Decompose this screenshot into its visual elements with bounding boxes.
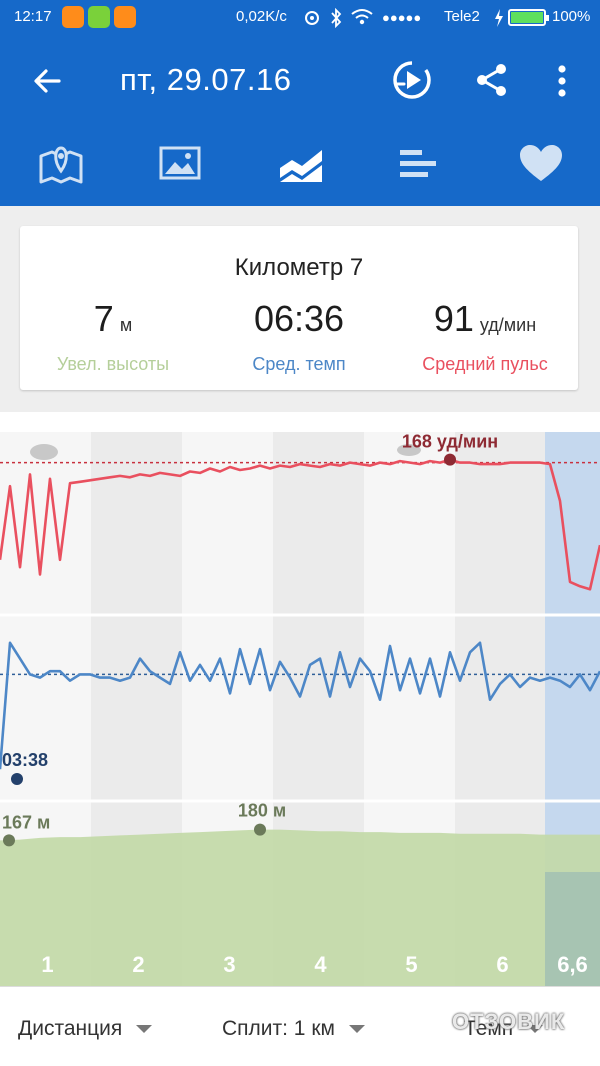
more-menu-icon[interactable] — [552, 64, 572, 98]
bluetooth-icon — [331, 8, 342, 28]
km-title: Километр 7 — [234, 254, 364, 281]
elevation-start-label: 167 м — [2, 812, 50, 832]
status-time: 12:17 — [14, 8, 52, 25]
bottom-bar: Дистанция Сплит: 1 км Темп ОТЗОВИК — [0, 986, 600, 1066]
chevron-down-icon — [348, 1025, 365, 1034]
x-axis-label: 1 — [41, 952, 53, 977]
distance-dropdown[interactable]: Дистанция — [18, 1017, 153, 1041]
play-replay-icon[interactable] — [390, 58, 434, 102]
elevation-unit: м — [119, 315, 133, 335]
sync-icon — [305, 11, 319, 25]
distance-dropdown-label: Дистанция — [18, 1017, 123, 1040]
x-axis-label: 2 — [132, 952, 144, 977]
back-arrow-icon[interactable] — [32, 66, 62, 96]
pace-best-label: 03:38 — [2, 750, 48, 770]
heart-rate-metric: 91 уд/мин Средний пульс — [392, 298, 578, 375]
pace-line — [0, 641, 600, 770]
x-axis-label: 3 — [223, 952, 235, 977]
tab-photos[interactable] — [120, 130, 240, 206]
heart-icon — [520, 145, 562, 181]
pace-value: 06:36 — [253, 298, 345, 339]
elevation-peak-label: 180 м — [238, 801, 286, 821]
split-dropdown[interactable]: Сплит: 1 км — [222, 1017, 365, 1041]
photo-icon — [159, 146, 201, 180]
x-axis-label: 6,6 — [557, 952, 588, 977]
pace-label: Сред. темп — [252, 354, 346, 374]
x-axis-label: 4 — [314, 952, 327, 977]
charging-icon — [495, 9, 503, 27]
app-bar: пт, 29.07.16 — [0, 34, 600, 302]
tab-charts[interactable] — [240, 130, 360, 206]
pace-metric: 06:36 Сред. темп — [206, 298, 392, 375]
tab-bar — [0, 130, 600, 302]
elevation-start-point — [3, 834, 15, 847]
watermark-logo: ОТЗОВИК — [452, 1009, 566, 1034]
tab-favorite[interactable] — [480, 130, 600, 206]
pace-dropdown-label: Темп — [464, 1017, 514, 1040]
chart-icon — [280, 150, 322, 182]
bars-icon — [400, 150, 436, 177]
battery-percent: 100% — [552, 8, 591, 25]
pace-dropdown[interactable]: Темп — [464, 1017, 544, 1041]
android-icon — [88, 6, 110, 28]
network-speed: 0,02K/c — [236, 8, 287, 25]
map-icon — [39, 146, 83, 184]
pace-best-point — [11, 773, 23, 785]
battery-icon — [508, 9, 549, 26]
elevation-area — [0, 829, 600, 986]
status-bar: 12:17 0,02K/c ●●●●● Tele2 100% — [0, 0, 600, 34]
tab-map[interactable] — [0, 130, 120, 206]
x-axis-label: 5 — [405, 952, 417, 977]
chevron-down-icon — [527, 1025, 544, 1034]
heart-rate-max-point — [444, 453, 456, 466]
share-icon[interactable] — [474, 62, 510, 98]
elevation-highlight-overlay — [545, 872, 600, 986]
tab-splits[interactable] — [360, 130, 480, 206]
heart-rate-value: 91 — [433, 298, 474, 339]
turtle-icon — [30, 444, 58, 460]
elevation-peak-point — [254, 823, 266, 836]
run-chart[interactable]: 168 уд/мин 03:38 167 м 180 м 1 2 3 4 5 6 6,6 — [0, 412, 600, 986]
x-axis-label: 6 — [496, 952, 508, 977]
heart-rate-line — [0, 458, 600, 591]
rabbit-icon — [397, 444, 421, 456]
split-dropdown-label: Сплит: 1 км — [222, 1017, 335, 1040]
heart-rate-max-label: 168 уд/мин — [402, 432, 498, 452]
elevation-label: Увел. высоты — [56, 354, 170, 374]
chevron-down-icon — [136, 1025, 153, 1034]
notification-icon — [114, 6, 136, 28]
chart-area[interactable]: 168 уд/мин 03:38 167 м 180 м 1 2 3 4 5 6 6,6 — [0, 412, 600, 986]
wifi-icon — [351, 9, 373, 25]
signal-dots: ●●●●● — [382, 10, 422, 25]
page-title: пт, 29.07.16 — [120, 62, 292, 97]
elevation-value: 7 — [93, 298, 114, 339]
notification-icon — [62, 6, 84, 28]
heart-rate-label: Средний пульс — [422, 354, 548, 374]
heart-rate-unit: уд/мин — [479, 315, 537, 335]
carrier-name: Tele2 — [444, 8, 480, 25]
